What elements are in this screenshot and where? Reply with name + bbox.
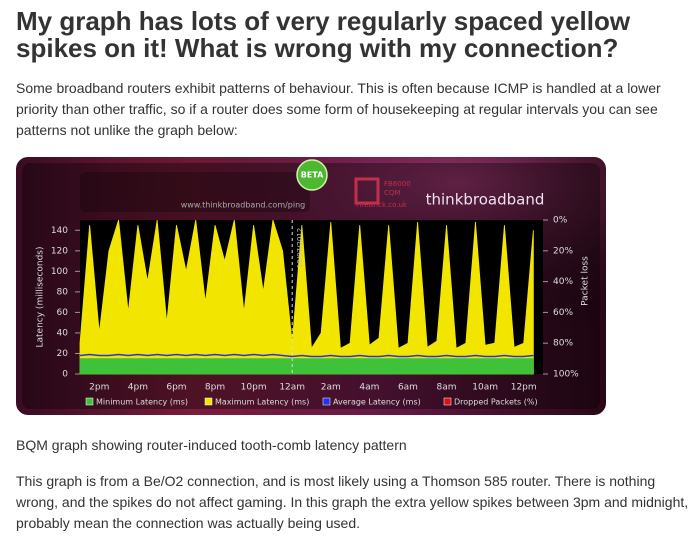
y-axis-label: Latency (milliseconds) [36, 246, 46, 347]
beta-badge [296, 159, 328, 191]
series-area [79, 358, 534, 375]
brand: thinkbroadband [426, 191, 545, 209]
y2-tick-label: 60% [553, 308, 573, 318]
legend-label: Dropped Packets (%) [454, 398, 538, 407]
x-tick-label: 6pm [166, 383, 186, 393]
x-tick-label: 10am [472, 383, 498, 393]
series-area [79, 219, 534, 375]
x-tick-label: 10pm [241, 383, 267, 393]
legend-swatch [204, 397, 213, 406]
sponsor-site: FireBrick.co.uk [356, 201, 408, 209]
y-tick-label: 20 [57, 349, 69, 359]
x-tick-label: 4am [359, 383, 379, 393]
x-tick-label: 6am [398, 383, 418, 393]
x-tick-label: 2pm [89, 383, 109, 393]
date-label: 10/07/2012 [296, 228, 304, 268]
url: www.thinkbroadband.com/ping [181, 201, 306, 210]
y2-tick-label: 20% [553, 246, 573, 256]
y-tick-label: 100 [51, 267, 68, 277]
y-tick-label: 60 [57, 308, 69, 318]
legend-label: Maximum Latency (ms) [215, 398, 309, 407]
intro-text: Some broadband routers exhibit patterns … [16, 80, 661, 138]
series-line [79, 353, 534, 358]
legend-swatch [443, 397, 452, 406]
legend-swatch [322, 397, 331, 406]
x-tick-label: 12am [279, 383, 305, 393]
legend-label: Average Latency (ms) [333, 398, 421, 407]
y-tick-label: 120 [51, 246, 68, 256]
body-text: This graph is from a Be/O2 connection, a… [16, 473, 689, 531]
x-tick-label: 8pm [205, 383, 225, 393]
y2-axis-label: Packet loss [581, 256, 591, 306]
x-tick-label: 4pm [128, 383, 148, 393]
x-tick-label: 12pm [511, 383, 537, 393]
sponsor-logo: FB6000 [384, 180, 411, 188]
legend-label: Minimum Latency (ms) [96, 398, 188, 407]
y-tick-label: 140 [51, 226, 68, 236]
sponsor-sub: CQM [384, 189, 400, 197]
x-tick-label: 2am [321, 383, 341, 393]
legend-swatch [85, 397, 94, 406]
y2-tick-label: 80% [553, 339, 573, 349]
y2-tick-label: 0% [553, 216, 568, 226]
y-tick-label: 0 [62, 370, 68, 380]
beta-text: BETA [301, 171, 324, 180]
caption: BQM graph showing router-induced tooth-c… [16, 437, 407, 453]
y2-tick-label: 40% [553, 277, 573, 287]
header-panel [80, 172, 310, 212]
sponsor-logo-mark [354, 177, 380, 205]
y-tick-label: 40 [57, 328, 69, 338]
y-tick-label: 80 [57, 287, 69, 297]
bqm-graph: www.thinkbroadband.com/ping BETA FB6000 … [16, 157, 606, 415]
x-tick-label: 8am [437, 383, 457, 393]
y2-tick-label: 100% [553, 370, 579, 380]
heading: My graph has lots of very regularly spac… [16, 6, 631, 63]
